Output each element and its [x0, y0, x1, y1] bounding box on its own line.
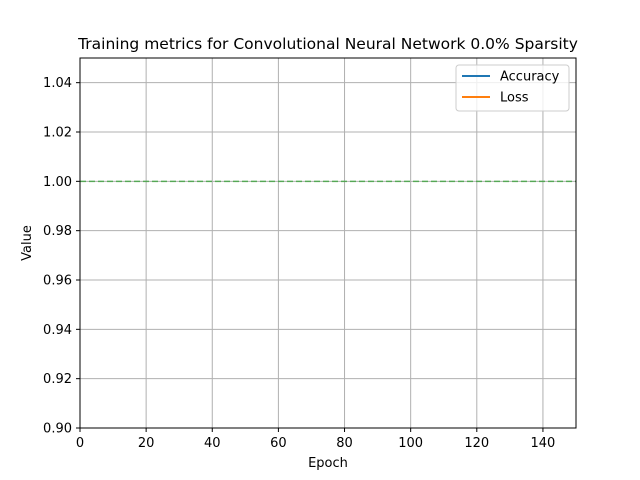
- y-tick-label: 1.02: [43, 126, 72, 141]
- legend: Accuracy Loss: [455, 64, 570, 112]
- plot-frame: [79, 57, 577, 429]
- y-axis-ticks: 0.90 0.92 0.94 0.96 0.98 1.00 1.02 1.04: [43, 76, 80, 437]
- x-tick-label: 20: [138, 436, 155, 451]
- x-tick-label: 40: [204, 436, 221, 451]
- chart-title: Training metrics for Convolutional Neura…: [77, 35, 578, 53]
- y-tick-label: 0.96: [43, 274, 72, 289]
- x-axis-ticks: 0 20 40 60 80 100 120 140: [76, 428, 555, 451]
- x-tick-label: 0: [76, 436, 84, 451]
- y-tick-label: 1.04: [43, 76, 72, 91]
- y-tick-label: 0.94: [43, 323, 72, 338]
- y-tick-label: 0.92: [43, 372, 72, 387]
- x-tick-label: 60: [270, 436, 287, 451]
- x-tick-label: 120: [464, 436, 489, 451]
- x-tick-label: 140: [531, 436, 556, 451]
- y-tick-label: 1.00: [43, 175, 72, 190]
- y-tick-label: 0.98: [43, 224, 72, 239]
- legend-label: Loss: [500, 91, 529, 106]
- y-axis-label: Value: [20, 225, 35, 261]
- x-tick-label: 80: [336, 436, 353, 451]
- y-tick-label: 0.90: [43, 422, 72, 437]
- legend-label: Accuracy: [500, 70, 560, 85]
- x-axis-label: Epoch: [308, 456, 348, 471]
- x-tick-label: 100: [398, 436, 423, 451]
